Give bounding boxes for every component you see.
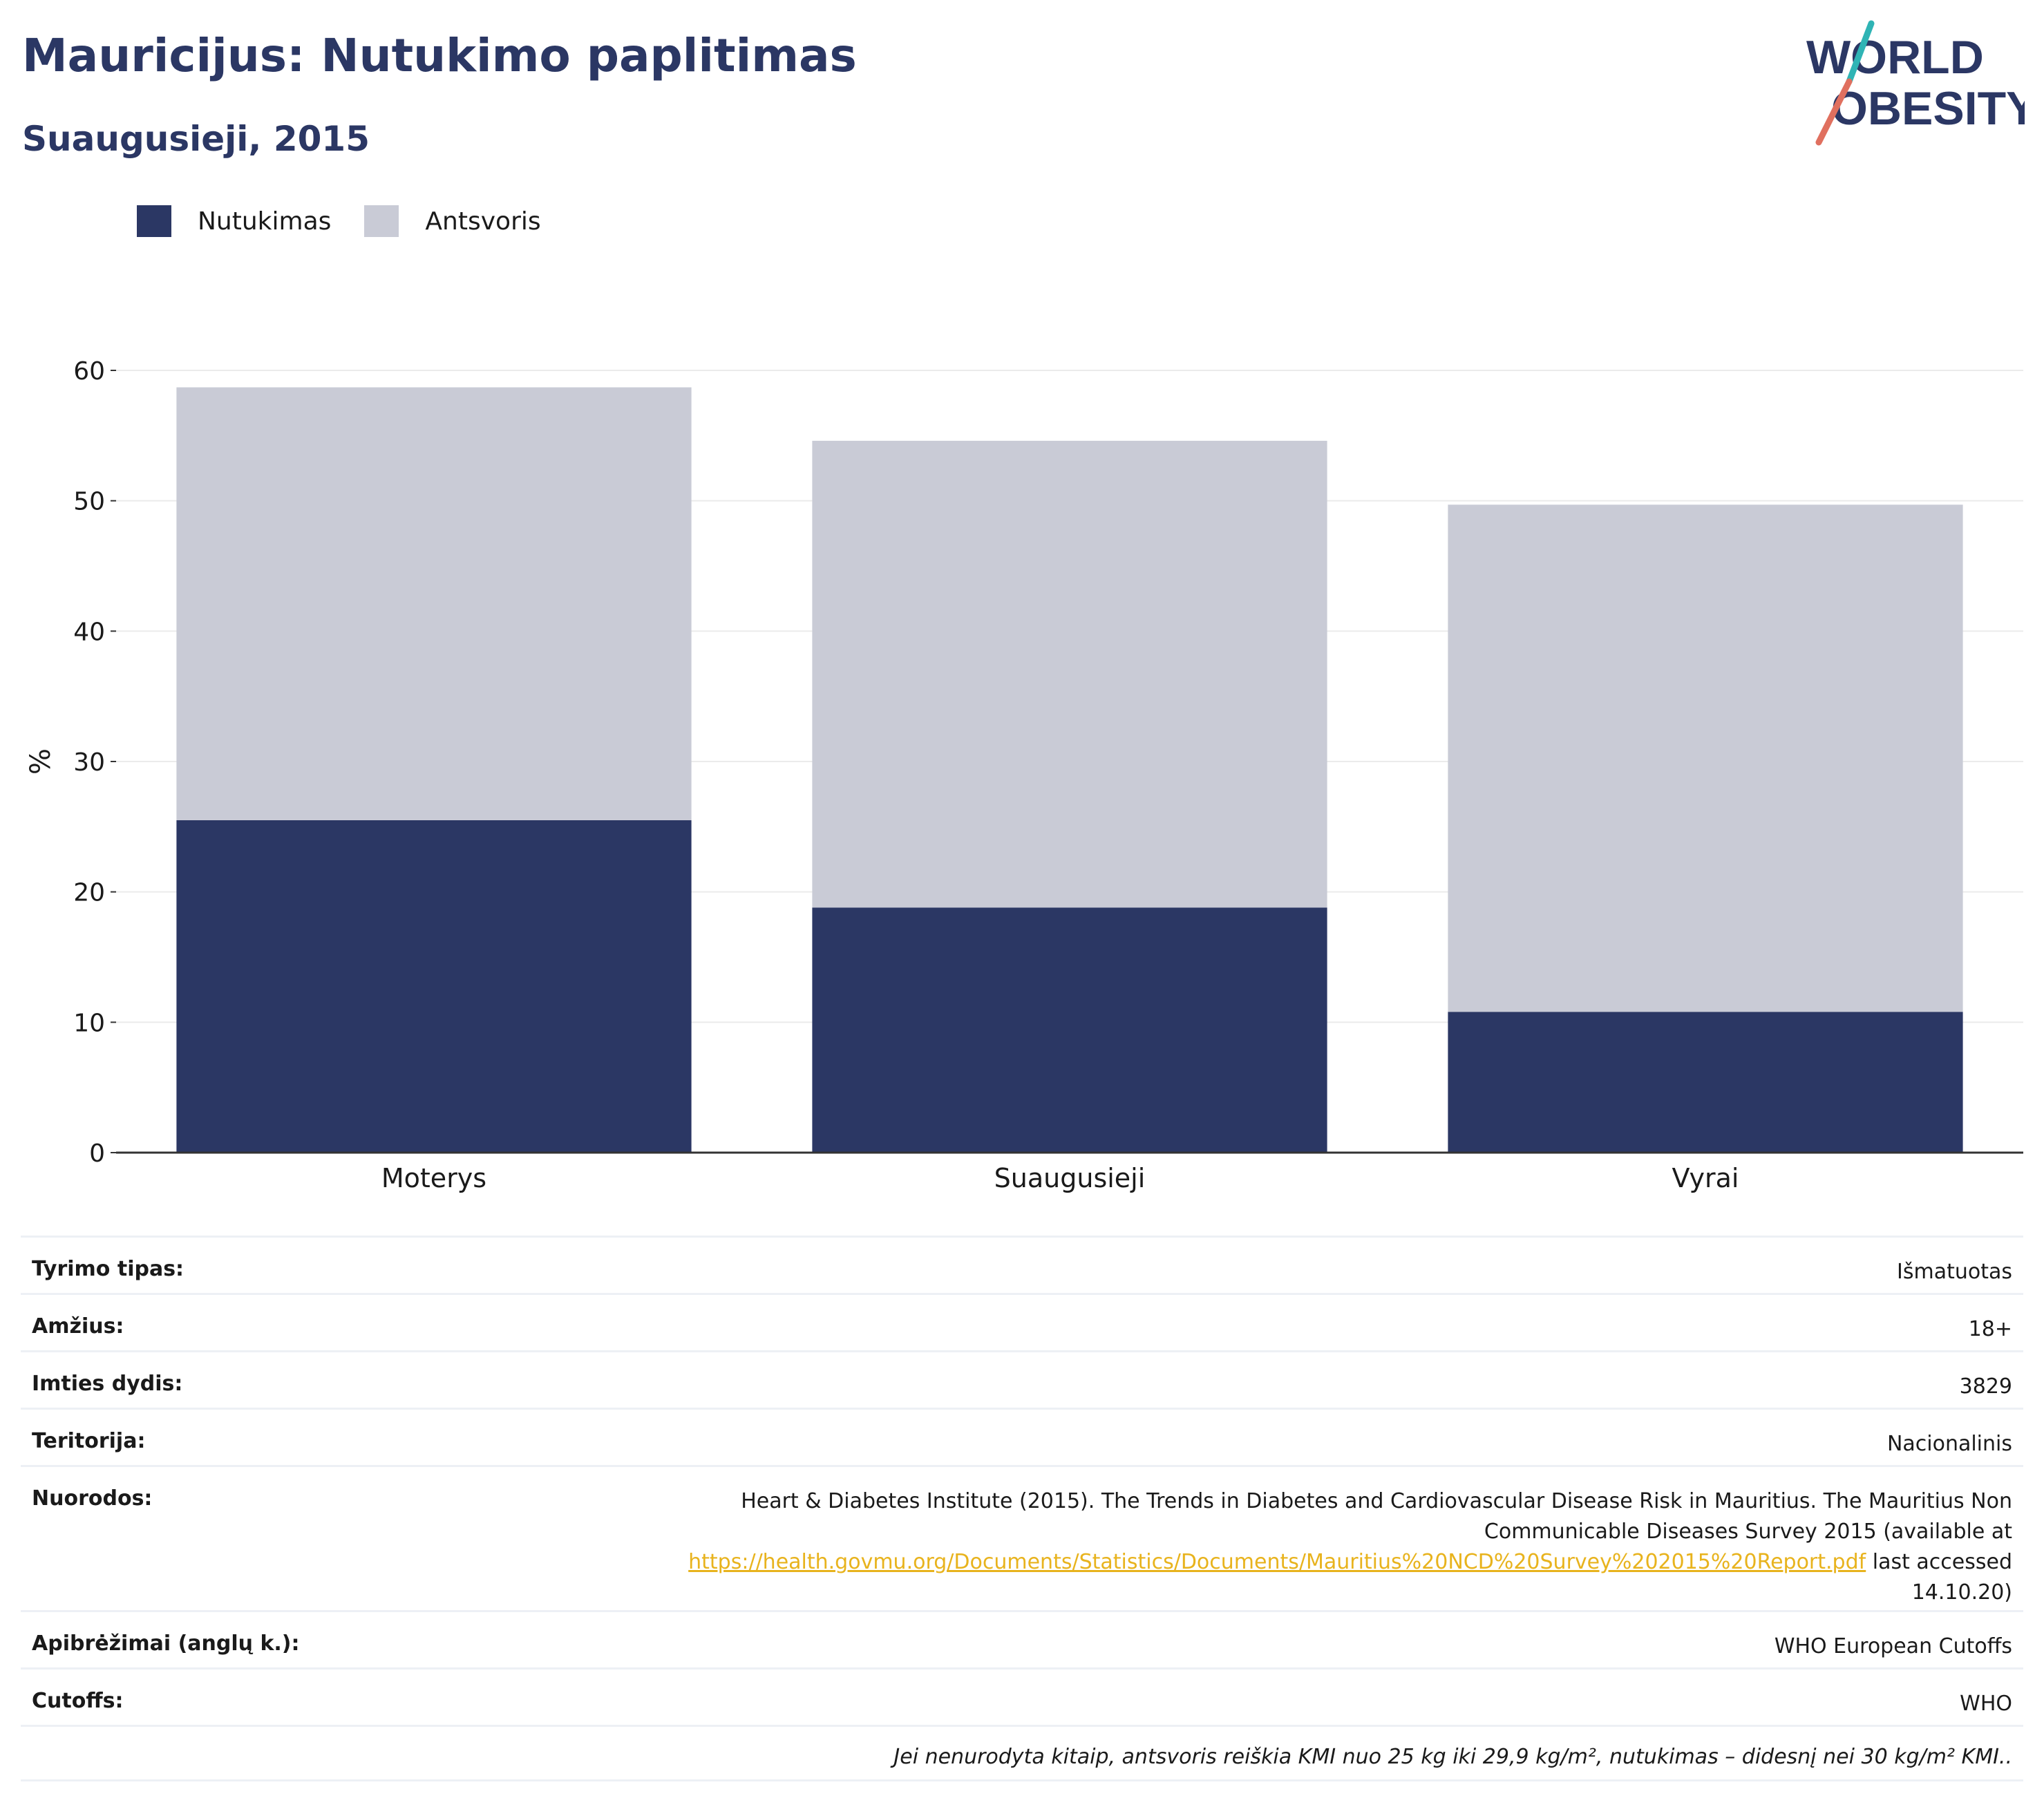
y-tick-label: 10 [73, 1009, 105, 1037]
logo-line1: WORLD [1806, 31, 1984, 84]
page-subtitle: Suaugusieji, 2015 [22, 119, 370, 159]
info-row-definitions: Apibrėžimai (anglų k.): WHO European Cut… [21, 1610, 2023, 1667]
stacked-bar-chart: 0 10 20 30 40 50 60% Moterys Suaugusieji Vyrai [25, 357, 2023, 1193]
info-key: Tyrimo tipas: [32, 1257, 184, 1281]
logo-line2: OBESITY [1831, 82, 2025, 135]
info-key: Teritorija: [32, 1429, 146, 1453]
info-value: WHO European Cutoffs [1774, 1634, 2012, 1658]
bar-obesity-suaugusieji [812, 907, 1327, 1153]
reference-text-line4: 14.10.20) [1911, 1580, 2012, 1605]
bar-overweight-vyrai [1448, 504, 1963, 1012]
legend-label-obesity: Nutukimas [198, 207, 332, 236]
info-row-survey-type: Tyrimo tipas: Išmatuotas [21, 1236, 2023, 1293]
x-tick-label: Suaugusieji [994, 1163, 1146, 1193]
chart-legend: Nutukimas Antsvoris [137, 205, 574, 237]
reference-text-line2: Communicable Diseases Survey 2015 (avail… [1484, 1520, 2012, 1544]
info-key: Nuorodos: [32, 1486, 153, 1511]
info-row-cutoffs: Cutoffs: WHO [21, 1667, 2023, 1725]
y-tick-label: 30 [73, 748, 105, 777]
y-tick-label: 50 [73, 488, 105, 516]
info-value: Nacionalinis [1886, 1432, 2012, 1456]
bar-obesity-moterys [176, 820, 692, 1153]
legend-label-overweight: Antsvoris [425, 207, 541, 236]
bar-overweight-moterys [176, 387, 692, 820]
page-title: Mauricijus: Nutukimo paplitimas [22, 29, 857, 82]
legend-item-obesity[interactable]: Nutukimas [137, 205, 331, 237]
world-obesity-logo: WORLD OBESITY [1806, 20, 2025, 146]
x-tick-label: Vyrai [1672, 1163, 1739, 1193]
reference-link[interactable]: https://health.govmu.org/Documents/Stati… [688, 1550, 1866, 1574]
info-key: Amžius: [32, 1314, 124, 1339]
y-tick-label: 0 [89, 1139, 105, 1168]
info-key: Cutoffs: [32, 1689, 124, 1713]
x-tick-label: Moterys [381, 1163, 486, 1193]
info-key: Apibrėžimai (anglų k.): [32, 1631, 300, 1656]
y-tick-label: 20 [73, 879, 105, 907]
info-value: Heart & Diabetes Institute (2015). The T… [688, 1486, 2012, 1610]
legend-item-overweight[interactable]: Antsvoris [364, 205, 541, 237]
y-tick-label: 40 [73, 618, 105, 646]
reference-text-after-link: last accessed [1866, 1550, 2012, 1574]
bar-obesity-vyrai [1448, 1012, 1963, 1153]
info-row-references: Nuorodos: Heart & Diabetes Institute (20… [21, 1465, 2023, 1610]
info-value: 3829 [1959, 1374, 2012, 1399]
survey-info-table: Tyrimo tipas: Išmatuotas Amžius: 18+ Imt… [21, 1236, 2023, 1781]
y-axis-label: % [25, 748, 57, 775]
info-key: Imties dydis: [32, 1372, 183, 1396]
reference-text-line1: Heart & Diabetes Institute (2015). The T… [741, 1489, 2012, 1513]
info-row-sample-size: Imties dydis: 3829 [21, 1350, 2023, 1408]
legend-swatch-overweight [364, 205, 399, 237]
legend-swatch-obesity [137, 205, 171, 237]
y-tick-label: 60 [73, 357, 105, 386]
definition-note: Jei nenurodyta kitaip, antsvoris reiškia… [21, 1725, 2023, 1781]
info-row-age: Amžius: 18+ [21, 1293, 2023, 1350]
info-value: WHO [1960, 1692, 2012, 1716]
bar-overweight-suaugusieji [812, 440, 1327, 908]
info-value: Išmatuotas [1897, 1260, 2012, 1284]
info-row-territory: Teritorija: Nacionalinis [21, 1408, 2023, 1465]
info-value: 18+ [1968, 1317, 2012, 1341]
